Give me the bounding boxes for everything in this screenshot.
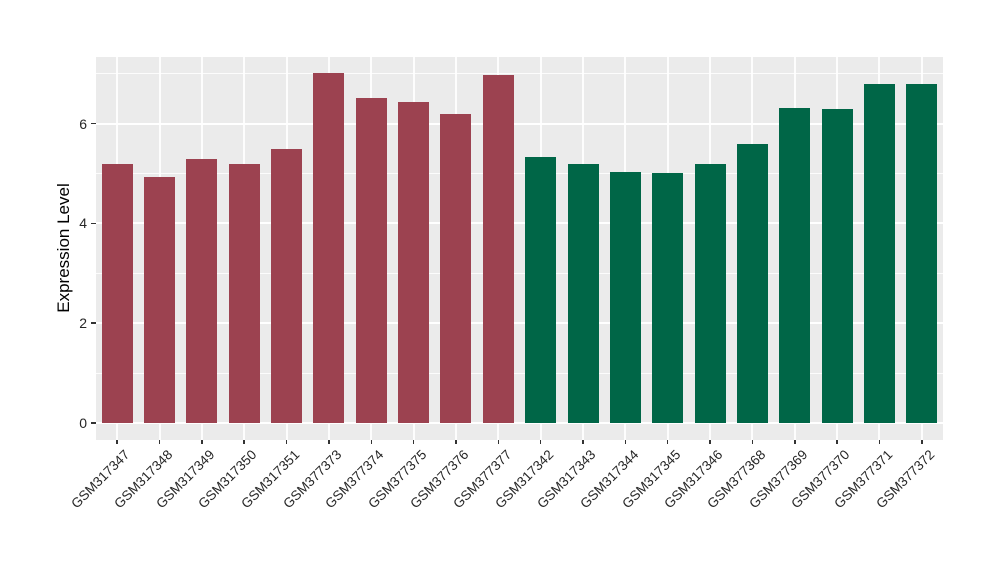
bar-GSM377375: [398, 102, 430, 423]
x-tick-mark-GSM317347: [116, 440, 118, 444]
x-tick-mark-GSM377368: [751, 440, 754, 444]
minor-gridline-y-1: [96, 372, 943, 374]
x-tick-mark-GSM317346: [709, 440, 711, 444]
x-tick-mark-GSM317348: [158, 440, 161, 444]
bar-GSM317344: [609, 172, 641, 423]
bar-GSM377370: [821, 109, 853, 423]
bar-GSM377371: [863, 84, 895, 423]
x-tick-mark-GSM377369: [794, 440, 796, 444]
bar-GSM317348: [144, 176, 176, 423]
minor-gridline-y-5: [96, 173, 943, 174]
x-tick-mark-GSM377374: [370, 440, 373, 444]
y-axis-title: Expression Level: [54, 183, 73, 313]
y-tick-mark-2: [91, 322, 96, 324]
plot-panel: [96, 57, 943, 440]
bar-GSM317350: [228, 163, 260, 423]
x-tick-mark-GSM377373: [328, 440, 330, 444]
x-tick-mark-GSM317343: [582, 440, 584, 444]
y-tick-mark-4: [91, 222, 96, 225]
x-tick-mark-GSM377371: [878, 440, 881, 444]
x-tick-mark-GSM317349: [201, 440, 203, 444]
x-tick-mark-GSM377372: [921, 440, 923, 444]
y-tick-label-0: 0: [79, 415, 87, 431]
bar-GSM317342: [525, 157, 557, 423]
bar-GSM317343: [567, 163, 599, 423]
x-tick-mark-GSM317344: [624, 440, 627, 444]
x-tick-mark-GSM317342: [539, 440, 542, 444]
bar-GSM377368: [736, 144, 768, 423]
major-gridline-y-2: [96, 322, 943, 325]
y-tick-mark-6: [91, 122, 96, 125]
bar-GSM377374: [355, 97, 387, 423]
x-tick-mark-GSM377376: [455, 440, 457, 444]
major-gridline-y-6: [96, 122, 943, 125]
x-tick-mark-GSM317350: [243, 440, 245, 444]
bar-GSM377373: [313, 73, 345, 423]
x-tick-mark-GSM377375: [412, 440, 415, 444]
bar-GSM317351: [271, 148, 303, 423]
minor-gridline-y-7: [96, 73, 943, 75]
y-tick-mark-0: [91, 422, 96, 424]
major-gridline-y-0: [96, 422, 943, 424]
bar-GSM377377: [482, 75, 514, 423]
bar-GSM377376: [440, 113, 472, 423]
bar-GSM317347: [101, 163, 133, 423]
x-tick-mark-GSM317345: [666, 440, 669, 444]
bar-GSM317349: [186, 158, 218, 423]
y-tick-label-6: 6: [79, 115, 87, 132]
bar-GSM317345: [652, 173, 684, 423]
bar-GSM317346: [694, 163, 726, 423]
bar-GSM377372: [906, 84, 938, 423]
x-tick-mark-GSM377377: [497, 440, 500, 444]
y-tick-label-2: 2: [79, 315, 87, 332]
major-gridline-y-4: [96, 222, 943, 225]
x-tick-mark-GSM317351: [285, 440, 288, 444]
bar-GSM377369: [779, 107, 811, 423]
y-tick-label-4: 4: [79, 215, 87, 232]
x-tick-mark-GSM377370: [836, 440, 838, 444]
minor-gridline-y-3: [96, 272, 943, 274]
